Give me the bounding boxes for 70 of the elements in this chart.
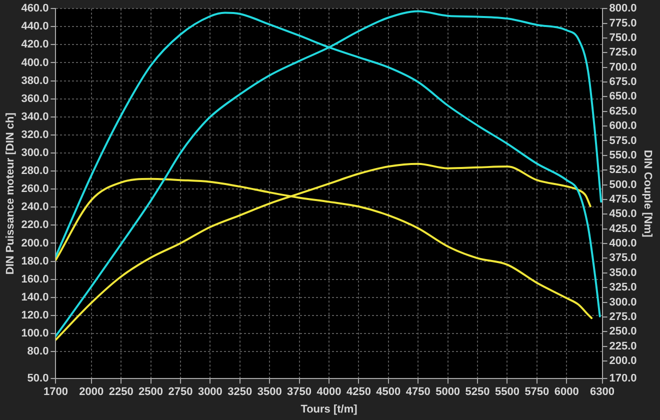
y-tick-label: 220.0 xyxy=(21,219,49,232)
y2-tick-label: 425.0 xyxy=(609,222,637,235)
y-tick-label: 260.0 xyxy=(21,183,49,196)
y2-tick-label: 775.0 xyxy=(609,17,637,30)
x-tick-label: 2250 xyxy=(108,386,134,398)
y2-axis-title: DIN Couple [Nm] xyxy=(641,150,654,238)
y-tick-label: 340.0 xyxy=(21,110,49,123)
y2-tick-label: 675.0 xyxy=(609,76,637,88)
y-axis-title: DIN Puissance moteur [DIN ch] xyxy=(4,112,17,275)
y-tick-label: 280.0 xyxy=(21,165,49,178)
y2-tick-label: 325.0 xyxy=(609,282,637,294)
x-tick-label: 5000 xyxy=(436,386,460,398)
x-tick-label: 3250 xyxy=(228,386,252,398)
y-tick-label: 240.0 xyxy=(21,201,49,214)
y2-tick-label: 500.0 xyxy=(609,178,637,191)
x-tick-label: 4250 xyxy=(346,386,371,398)
y2-tick-label: 400.0 xyxy=(609,238,637,250)
y2-tick-label: 725.0 xyxy=(609,46,637,59)
x-tick-label: 3750 xyxy=(287,386,312,398)
y-tick-label: 420.0 xyxy=(21,38,49,51)
x-tick-label: 5500 xyxy=(494,386,520,398)
y2-tick-label: 700.0 xyxy=(609,61,637,74)
x-tick-label: 2750 xyxy=(168,386,193,398)
y-tick-label: 80.0 xyxy=(27,346,49,358)
x-tick-label: 6000 xyxy=(554,386,579,398)
x-tick-label: 1700 xyxy=(43,386,68,398)
y-tick-label: 160.0 xyxy=(21,273,49,286)
y2-tick-label: 550.0 xyxy=(609,149,637,162)
x-tick-label: 5750 xyxy=(524,386,550,398)
y2-tick-label: 650.0 xyxy=(609,90,637,103)
y2-tick-label: 300.0 xyxy=(609,296,637,308)
y-tick-label: 400.0 xyxy=(21,56,49,69)
y2-tick-label: 170.0 xyxy=(609,372,637,385)
y-tick-label: 50.0 xyxy=(27,372,49,385)
y-tick-label: 460.0 xyxy=(21,2,49,15)
y2-tick-label: 350.0 xyxy=(609,266,637,279)
line-series xyxy=(56,162,592,341)
x-tick-label: 3000 xyxy=(198,386,222,398)
y2-tick-label: 475.0 xyxy=(609,194,637,206)
y-tick-label: 200.0 xyxy=(21,237,49,250)
x-tick-label: 2500 xyxy=(138,386,164,398)
y2-tick-label: 450.0 xyxy=(609,208,637,220)
y-tick-label: 300.0 xyxy=(21,147,49,160)
y2-tick-label: 275.0 xyxy=(609,310,637,323)
y2-tick-label: 200.0 xyxy=(609,355,637,368)
x-tick-label: 6300 xyxy=(590,386,615,398)
x-tick-label: 4500 xyxy=(376,386,401,398)
y2-tick-label: 800.0 xyxy=(609,2,637,15)
x-axis-title: Tours [t/m] xyxy=(300,403,358,416)
x-tick-label: 5250 xyxy=(465,386,490,398)
y2-tick-label: 375.0 xyxy=(609,252,637,264)
y-tick-label: 380.0 xyxy=(21,74,49,87)
y-tick-label: 140.0 xyxy=(21,291,49,304)
y2-tick-label: 525.0 xyxy=(609,164,637,176)
y-tick-label: 120.0 xyxy=(21,309,49,322)
y-tick-label: 440.0 xyxy=(21,20,49,33)
y-tick-label: 360.0 xyxy=(21,92,49,105)
y2-tick-label: 575.0 xyxy=(609,134,637,147)
y2-tick-label: 225.0 xyxy=(609,340,637,352)
x-tick-label: 4750 xyxy=(406,386,430,398)
y2-tick-label: 600.0 xyxy=(609,120,637,132)
y2-tick-label: 250.0 xyxy=(609,326,637,338)
x-tick-label: 4000 xyxy=(316,386,342,398)
y-tick-label: 100.0 xyxy=(21,328,49,340)
x-tick-label: 2000 xyxy=(79,386,104,398)
y-tick-label: 320.0 xyxy=(21,128,49,141)
y-tick-label: 180.0 xyxy=(21,255,49,268)
y2-tick-label: 625.0 xyxy=(609,105,637,118)
y2-tick-label: 750.0 xyxy=(609,32,637,44)
x-tick-label: 3500 xyxy=(257,386,282,398)
